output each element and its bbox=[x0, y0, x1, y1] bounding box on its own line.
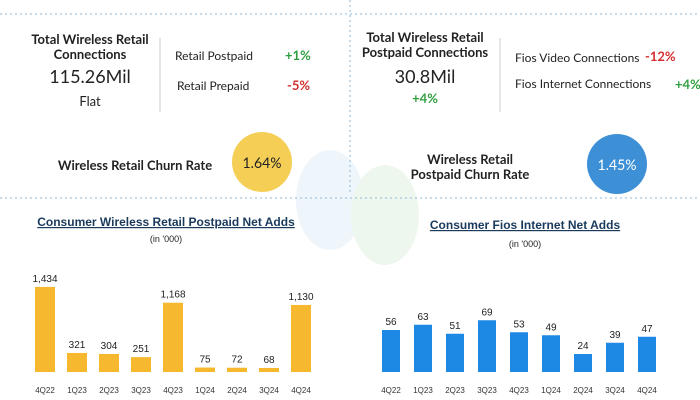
value-label: 1,130 bbox=[288, 292, 313, 303]
row-label: Fios Video Connections bbox=[515, 50, 640, 65]
kpi-value: 30.8Mil bbox=[394, 65, 456, 87]
bar bbox=[67, 352, 87, 372]
x-tick-label: 4Q24 bbox=[637, 386, 657, 395]
value-label: 56 bbox=[385, 317, 397, 328]
watermark bbox=[351, 165, 419, 265]
bar bbox=[99, 353, 119, 372]
x-tick-label: 3Q23 bbox=[131, 386, 151, 395]
x-tick-label: 2Q23 bbox=[445, 386, 465, 395]
value-label: 69 bbox=[481, 307, 493, 318]
churn-label: Wireless Retail Postpaid Churn Rate bbox=[410, 151, 530, 182]
kpi-title: Total Wireless Retail Connections bbox=[31, 31, 149, 62]
row-change: +1% bbox=[285, 47, 311, 63]
churn-label: Wireless Retail Churn Rate bbox=[57, 157, 213, 173]
kpi-title: Total Wireless Retail Postpaid Connectio… bbox=[361, 29, 489, 60]
value-label: 1,168 bbox=[160, 290, 185, 301]
row-label: Fios Internet Connections bbox=[515, 76, 652, 91]
bar bbox=[606, 342, 624, 372]
x-tick-label: 1Q23 bbox=[413, 386, 433, 395]
churn-value: 1.45% bbox=[587, 134, 647, 194]
x-tick-label: 2Q24 bbox=[227, 386, 247, 395]
x-tick-label: 1Q24 bbox=[541, 386, 561, 395]
x-tick-label: 2Q23 bbox=[99, 386, 119, 395]
x-tick-label: 4Q23 bbox=[509, 386, 529, 395]
chart-subtitle: (in '000) bbox=[509, 239, 541, 249]
bar bbox=[382, 330, 400, 372]
chart-subtitle: (in '000) bbox=[150, 234, 182, 244]
bar bbox=[259, 367, 279, 372]
bar bbox=[414, 324, 432, 372]
x-tick-label: 4Q23 bbox=[163, 386, 183, 395]
bar bbox=[574, 354, 592, 372]
row-label: Retail Postpaid bbox=[175, 48, 253, 63]
value-label: 321 bbox=[69, 340, 86, 351]
value-label: 49 bbox=[545, 322, 557, 333]
watermark bbox=[296, 150, 364, 250]
churn-value: 1.64% bbox=[232, 132, 292, 192]
value-label: 39 bbox=[609, 330, 621, 341]
chart-title: Consumer Fios Internet Net Adds bbox=[430, 218, 621, 232]
value-label: 304 bbox=[101, 341, 118, 352]
bar bbox=[510, 332, 528, 372]
bar bbox=[35, 286, 55, 372]
value-label: 68 bbox=[263, 355, 275, 366]
x-tick-label: 1Q24 bbox=[195, 386, 215, 395]
bar bbox=[195, 367, 215, 372]
value-label: 63 bbox=[417, 312, 429, 323]
bar bbox=[227, 367, 247, 372]
bar bbox=[542, 335, 560, 372]
row-label: Retail Prepaid bbox=[177, 78, 250, 93]
value-label: 251 bbox=[133, 344, 150, 355]
x-tick-label: 3Q24 bbox=[259, 386, 279, 395]
x-tick-label: 4Q22 bbox=[381, 386, 401, 395]
x-tick-label: 4Q22 bbox=[35, 386, 55, 395]
bar bbox=[163, 302, 183, 372]
value-label: 1,434 bbox=[32, 274, 57, 285]
kpi-change: +4% bbox=[412, 90, 438, 106]
x-tick-label: 3Q24 bbox=[605, 386, 625, 395]
chart-title: Consumer Wireless Retail Postpaid Net Ad… bbox=[37, 215, 295, 229]
x-tick-label: 4Q24 bbox=[291, 386, 311, 395]
row-change: +4% bbox=[675, 76, 700, 92]
kpi-change: Flat bbox=[79, 93, 101, 109]
value-label: 75 bbox=[199, 355, 211, 366]
row-change: -5% bbox=[287, 77, 311, 93]
value-label: 24 bbox=[577, 341, 589, 352]
row-change: -12% bbox=[645, 48, 676, 64]
bar bbox=[131, 357, 151, 372]
bar bbox=[291, 304, 311, 372]
value-label: 51 bbox=[449, 321, 461, 332]
x-tick-label: 3Q23 bbox=[477, 386, 497, 395]
value-label: 53 bbox=[513, 319, 525, 330]
value-label: 47 bbox=[641, 324, 653, 335]
x-tick-label: 2Q24 bbox=[573, 386, 593, 395]
bar bbox=[478, 320, 496, 372]
kpi-value: 115.26Mil bbox=[49, 65, 131, 87]
x-tick-label: 1Q23 bbox=[67, 386, 87, 395]
bar bbox=[638, 336, 656, 372]
value-label: 72 bbox=[231, 355, 243, 366]
bar bbox=[446, 333, 464, 372]
